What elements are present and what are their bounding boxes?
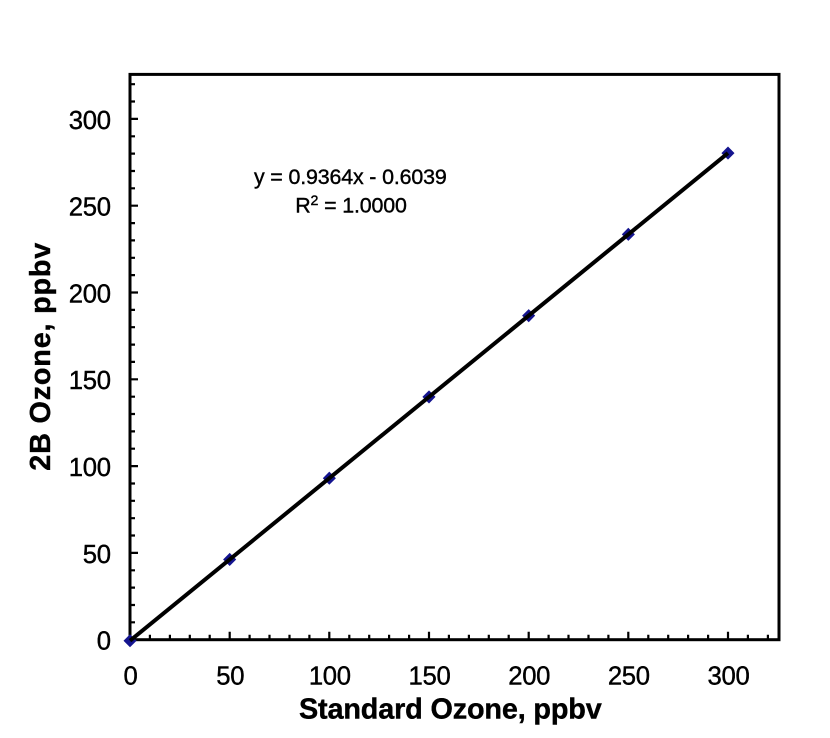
svg-text:200: 200 <box>69 280 111 308</box>
svg-text:100: 100 <box>69 454 111 482</box>
svg-text:0: 0 <box>97 628 111 656</box>
svg-text:100: 100 <box>309 662 351 690</box>
svg-text:y = 0.9364x - 0.6039: y = 0.9364x - 0.6039 <box>254 165 447 189</box>
svg-text:R2 = 1.0000: R2 = 1.0000 <box>295 193 407 218</box>
svg-text:50: 50 <box>216 662 244 690</box>
svg-text:250: 250 <box>608 662 650 690</box>
svg-text:250: 250 <box>69 194 111 222</box>
svg-text:2B Ozone, ppbv: 2B Ozone, ppbv <box>25 242 57 471</box>
svg-text:200: 200 <box>508 662 550 690</box>
svg-text:300: 300 <box>69 107 111 135</box>
svg-text:150: 150 <box>69 367 111 395</box>
svg-text:Standard Ozone, ppbv: Standard Ozone, ppbv <box>299 693 602 725</box>
svg-text:300: 300 <box>708 662 750 690</box>
svg-text:150: 150 <box>409 662 451 690</box>
svg-text:50: 50 <box>83 541 111 569</box>
svg-text:0: 0 <box>124 662 138 690</box>
